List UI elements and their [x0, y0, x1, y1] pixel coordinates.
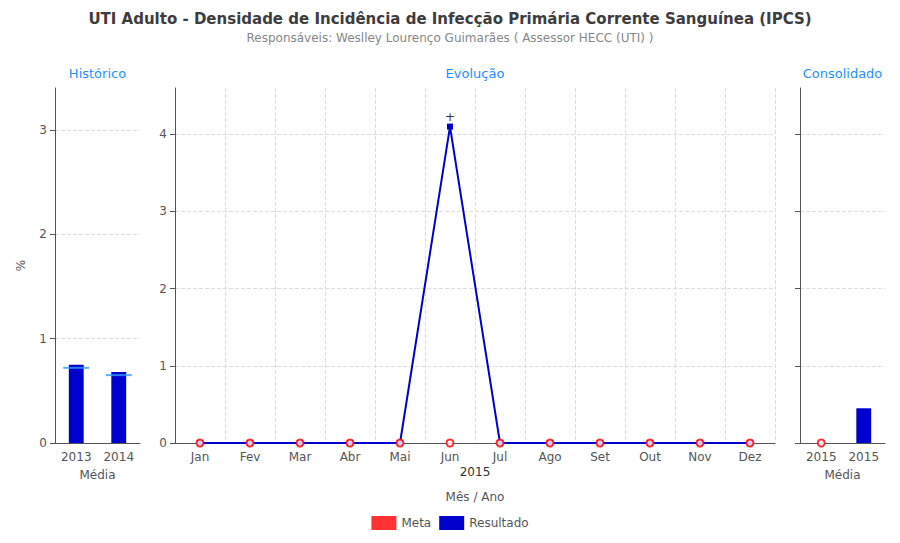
svg-text:%: %: [14, 260, 28, 271]
svg-text:3: 3: [39, 123, 47, 137]
svg-text:2: 2: [39, 227, 47, 241]
svg-text:2013: 2013: [61, 450, 92, 464]
svg-text:Mar: Mar: [289, 450, 312, 464]
svg-text:0: 0: [159, 436, 167, 450]
svg-text:Responsáveis: Weslley Lourenço: Responsáveis: Weslley Lourenço Guimarães…: [246, 31, 653, 45]
svg-text:Mês / Ano: Mês / Ano: [446, 490, 505, 504]
svg-text:Jul: Jul: [492, 450, 507, 464]
svg-text:Mai: Mai: [389, 450, 410, 464]
svg-text:1: 1: [159, 359, 167, 373]
svg-text:Abr: Abr: [340, 450, 361, 464]
svg-text:Resultado: Resultado: [469, 516, 528, 530]
svg-text:Média: Média: [824, 468, 860, 482]
svg-text:2015: 2015: [460, 465, 491, 479]
svg-text:Ago: Ago: [538, 450, 561, 464]
svg-text:1: 1: [39, 332, 47, 346]
svg-text:Dez: Dez: [739, 450, 762, 464]
svg-text:Histórico: Histórico: [69, 66, 126, 81]
svg-text:Jun: Jun: [440, 450, 460, 464]
svg-text:Média: Média: [79, 468, 115, 482]
svg-text:2015: 2015: [848, 450, 879, 464]
svg-text:Nov: Nov: [688, 450, 711, 464]
svg-text:Fev: Fev: [240, 450, 261, 464]
svg-text:Meta: Meta: [401, 516, 431, 530]
svg-text:Evolução: Evolução: [446, 66, 505, 81]
svg-text:Set: Set: [590, 450, 610, 464]
svg-text:0: 0: [39, 436, 47, 450]
svg-text:2014: 2014: [103, 450, 134, 464]
svg-text:Out: Out: [639, 450, 661, 464]
svg-text:+: +: [445, 110, 455, 124]
svg-text:3: 3: [159, 204, 167, 218]
svg-text:Jan: Jan: [190, 450, 210, 464]
svg-text:4: 4: [159, 127, 167, 141]
svg-text:2: 2: [159, 282, 167, 296]
svg-text:2015: 2015: [806, 450, 837, 464]
svg-text:UTI Adulto - Densidade de Inci: UTI Adulto - Densidade de Incidência de …: [88, 10, 811, 28]
svg-text:Consolidado: Consolidado: [803, 66, 883, 81]
